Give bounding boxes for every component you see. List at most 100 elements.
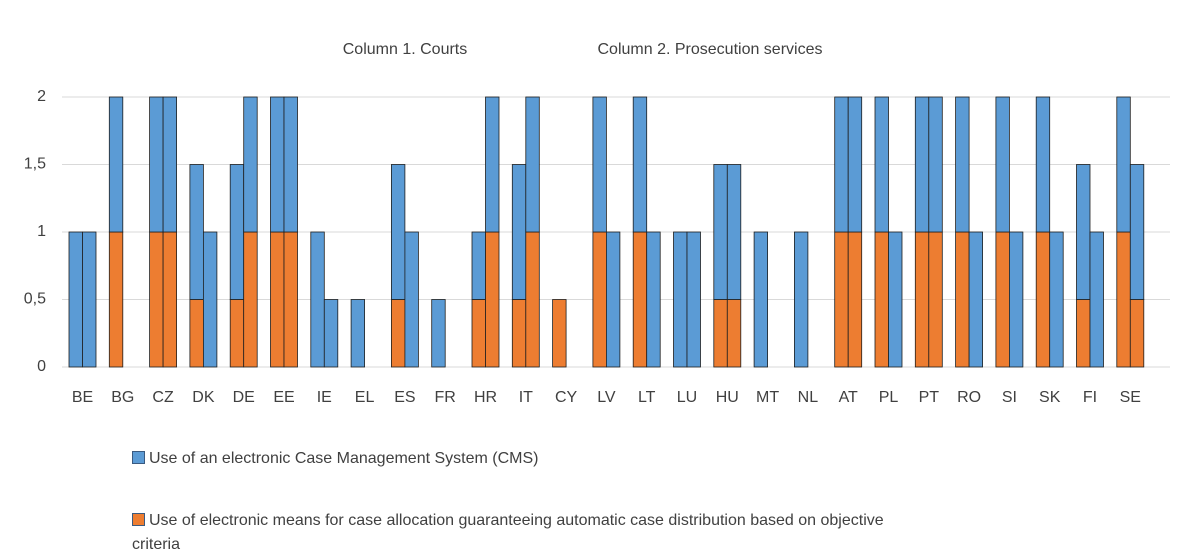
y-tick-label: 1 [37, 223, 46, 240]
chart: Column 1. Courts Column 2. Prosecution s… [24, 41, 1170, 406]
bar-segment [888, 231, 903, 368]
x-tick-label: RO [957, 389, 981, 406]
x-tick-label: LU [677, 389, 697, 406]
bar-segment [404, 231, 419, 368]
bar-segment [485, 231, 500, 368]
bar-segment [243, 231, 258, 368]
bar-segment [632, 231, 648, 368]
bar-segment [592, 96, 607, 233]
bar-segment [108, 96, 124, 233]
bar-segment [847, 231, 863, 368]
bar-segment [834, 96, 849, 233]
bar-segment [1035, 231, 1051, 368]
bar-segment [511, 164, 527, 300]
x-tick-label: CZ [152, 389, 174, 406]
bar-segment [108, 231, 124, 368]
bar-segment [632, 96, 648, 233]
bar-segment [189, 164, 204, 300]
bar-segment [229, 164, 245, 300]
bar-segment [1076, 299, 1091, 368]
bar-segment [270, 96, 285, 233]
bar-segment [350, 299, 366, 368]
bar-segment [471, 299, 486, 368]
bar-segment [928, 96, 943, 233]
bar-segment [323, 299, 339, 368]
bar-segment [189, 299, 204, 368]
x-tick-label: MT [756, 389, 779, 406]
column-label: Column 1. Courts [343, 41, 468, 58]
legend-label: Use of an electronic Case Management Sys… [149, 450, 539, 467]
bar-segment [283, 231, 298, 368]
bar-segment [82, 231, 97, 368]
bar-segment [834, 231, 849, 368]
bar-segment [471, 231, 486, 300]
bar-segment [1089, 231, 1104, 368]
bar-segment [968, 231, 983, 368]
bar-segment [955, 231, 970, 368]
x-tick-label: ES [394, 389, 415, 406]
legend-entry: Use of an electronic Case Management Sys… [132, 447, 892, 471]
bar-segment [753, 231, 768, 368]
bar-segment [726, 299, 742, 368]
legend-swatch [132, 451, 145, 464]
bar-segment [243, 96, 258, 233]
bar-segment [1009, 231, 1024, 368]
x-tick-label: DK [192, 389, 215, 406]
legend-swatch [132, 513, 145, 526]
bar-segment [390, 299, 406, 368]
bar-segment [162, 231, 178, 368]
x-tick-label: NL [798, 389, 819, 406]
bar-segment [149, 96, 164, 233]
bar-segment [525, 231, 540, 368]
bar-segment [1049, 231, 1064, 368]
column-label: Column 2. Prosecution services [598, 41, 823, 58]
bar-segment [686, 231, 701, 368]
x-tick-label: PT [919, 389, 940, 406]
y-tick-label: 2 [37, 88, 46, 105]
bar-segment [592, 231, 607, 368]
bar-segment [713, 299, 728, 368]
legend-label: Use of electronic means for case allocat… [132, 512, 884, 553]
bar-segment [68, 231, 83, 368]
bar-segment [914, 96, 930, 233]
x-tick-label: PL [879, 389, 899, 406]
bar-segment [390, 164, 406, 300]
x-tick-label: IE [317, 389, 332, 406]
x-tick-label: IT [519, 389, 533, 406]
bar-segment [310, 231, 325, 368]
x-tick-label: LV [597, 389, 616, 406]
x-tick-label: HR [474, 389, 497, 406]
x-tick-label: SI [1002, 389, 1017, 406]
x-tick-label: EE [273, 389, 294, 406]
x-tick-label: BG [111, 389, 134, 406]
bar-segment [995, 231, 1010, 368]
bar-segment [1116, 231, 1131, 368]
bar-segment [149, 231, 164, 368]
x-tick-label: FI [1083, 389, 1097, 406]
bar-segment [511, 299, 527, 368]
x-tick-label: SE [1120, 389, 1141, 406]
bar-segment [1116, 96, 1131, 233]
x-tick-label: FR [435, 389, 456, 406]
x-tick-label: HU [716, 389, 739, 406]
x-tick-label: BE [72, 389, 93, 406]
bar-segment [794, 231, 809, 368]
bar-segment [552, 299, 567, 368]
bar-segment [995, 96, 1010, 233]
bar-segment [229, 299, 245, 368]
legend-entry: Use of electronic means for case allocat… [132, 509, 892, 556]
bar-segment [955, 96, 970, 233]
bar-segment [1035, 96, 1051, 233]
bar-segment [431, 299, 446, 368]
bar-segment [270, 231, 285, 368]
bar-segment [928, 231, 943, 368]
x-tick-label: CY [555, 389, 578, 406]
bar-segment [1129, 164, 1145, 300]
x-tick-label: LT [638, 389, 656, 406]
y-tick-label: 0 [37, 358, 46, 375]
bar-segment [874, 231, 889, 368]
bar-segment [646, 231, 661, 368]
bar-segment [1129, 299, 1145, 368]
bar-segment [485, 96, 500, 233]
